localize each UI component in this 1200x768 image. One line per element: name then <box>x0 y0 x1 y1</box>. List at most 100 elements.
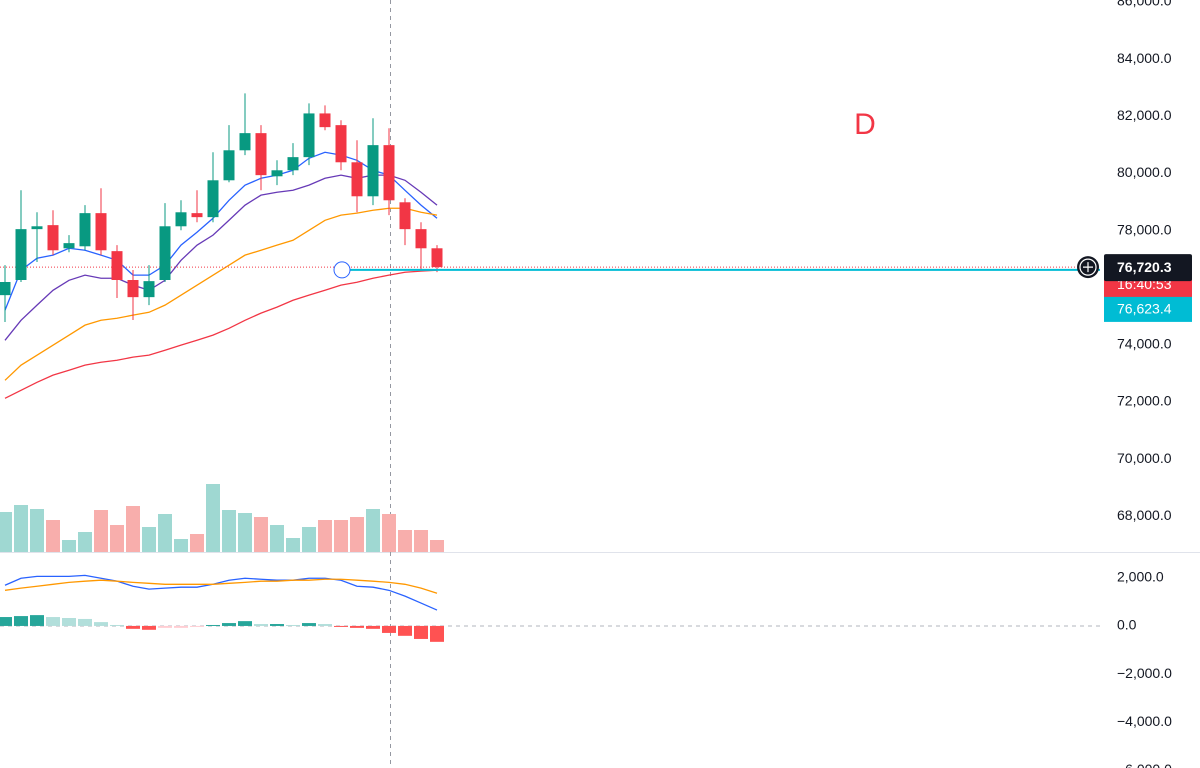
volume-bar <box>62 540 76 552</box>
y-tick-label: −2,000.0 <box>1117 665 1172 681</box>
candle-body <box>47 225 59 251</box>
histogram-bar <box>398 625 412 636</box>
macd-line <box>4 574 438 611</box>
moving-average <box>4 174 438 341</box>
level-price-box <box>1104 296 1192 322</box>
y-tick-label: 68,000.0 <box>1117 507 1172 523</box>
volume-bar <box>78 532 92 552</box>
volume-bar <box>190 534 204 552</box>
volume-bar <box>222 510 236 552</box>
macd-line <box>4 578 438 594</box>
volume-bar <box>366 509 380 552</box>
histogram-bar <box>430 625 444 642</box>
candle-body <box>335 125 347 163</box>
candle-body <box>287 157 299 171</box>
y-tick-label: 2,000.0 <box>1117 569 1164 585</box>
add-alert-icon <box>1079 258 1097 276</box>
add-alert-plus <box>1083 262 1093 273</box>
y-tick-label: −6,000.0 <box>1117 761 1172 768</box>
volume-bar <box>398 530 412 552</box>
volume-bar <box>30 509 44 552</box>
y-tick-label: 78,000.0 <box>1117 221 1172 237</box>
candle-body <box>239 133 251 151</box>
y-tick-label: 84,000.0 <box>1117 50 1172 66</box>
last-price-box <box>1104 254 1192 282</box>
volume-bar <box>430 540 444 552</box>
candle-body <box>351 162 363 197</box>
moving-average <box>4 151 438 311</box>
moving-average <box>4 269 438 399</box>
candle-body <box>0 282 11 296</box>
y-tick-label: 80,000.0 <box>1117 164 1172 180</box>
histogram-bar <box>334 625 348 627</box>
volume-bar <box>350 517 364 552</box>
volume-bar <box>334 520 348 552</box>
volume-bar <box>286 538 300 552</box>
candle-body <box>191 213 203 218</box>
volume-bar <box>318 520 332 552</box>
volume-bar <box>382 514 396 552</box>
histogram-bar <box>382 625 396 633</box>
candle-body <box>303 113 315 158</box>
candle-body <box>383 145 395 201</box>
candle-body <box>255 133 267 176</box>
candle-body <box>415 229 427 249</box>
candle-body <box>431 248 443 268</box>
histogram-bar <box>302 623 316 626</box>
candle-body <box>79 213 91 247</box>
histogram-bar <box>126 625 140 629</box>
candle-body <box>271 170 283 177</box>
histogram-bar <box>46 617 60 626</box>
volume-bar <box>254 517 268 552</box>
histogram-bar <box>238 621 252 626</box>
volume-bar <box>110 525 124 552</box>
candle-body <box>127 280 139 298</box>
candle-body <box>399 202 411 230</box>
histogram-bar <box>254 624 268 626</box>
y-tick-label: −4,000.0 <box>1117 713 1172 729</box>
candle-body <box>111 251 123 280</box>
volume-bar <box>14 505 28 552</box>
volume-bar <box>238 513 252 552</box>
y-tick-label: 72,000.0 <box>1117 393 1172 409</box>
candle-body <box>15 229 27 280</box>
histogram-bar <box>206 624 220 626</box>
volume-bar <box>206 484 220 552</box>
histogram-bar <box>78 618 92 626</box>
y-tick-label: 74,000.0 <box>1117 336 1172 352</box>
candle-body <box>31 226 43 230</box>
volume-bar <box>126 506 140 552</box>
candle-body <box>143 281 155 298</box>
y-tick-label: 70,000.0 <box>1117 450 1172 466</box>
candle-body <box>95 213 107 251</box>
histogram-bar <box>414 625 428 639</box>
volume-bar <box>174 539 188 552</box>
histogram-bar <box>14 616 28 626</box>
annotation: D <box>854 108 876 141</box>
volume-bar <box>46 520 60 552</box>
histogram-bar <box>190 625 204 627</box>
volume-bar <box>158 514 172 552</box>
y-tick-label: 82,000.0 <box>1117 107 1172 123</box>
histogram-bar <box>318 624 332 626</box>
histogram-bar <box>286 624 300 626</box>
candle-body <box>367 145 379 197</box>
histogram-bar <box>142 625 156 630</box>
candle-body <box>63 243 75 249</box>
volume-bar <box>302 527 316 552</box>
histogram-bar <box>350 625 364 628</box>
candle-body <box>159 226 171 280</box>
histogram-bar <box>30 615 44 626</box>
histogram-bar <box>270 624 284 626</box>
candle-body <box>207 180 219 218</box>
histogram-bar <box>174 625 188 628</box>
y-tick-label: 0.0 <box>1117 617 1137 633</box>
histogram-bar <box>366 625 380 629</box>
volume-bar <box>414 530 428 552</box>
candle-body <box>223 150 235 181</box>
candle-body <box>319 113 331 128</box>
